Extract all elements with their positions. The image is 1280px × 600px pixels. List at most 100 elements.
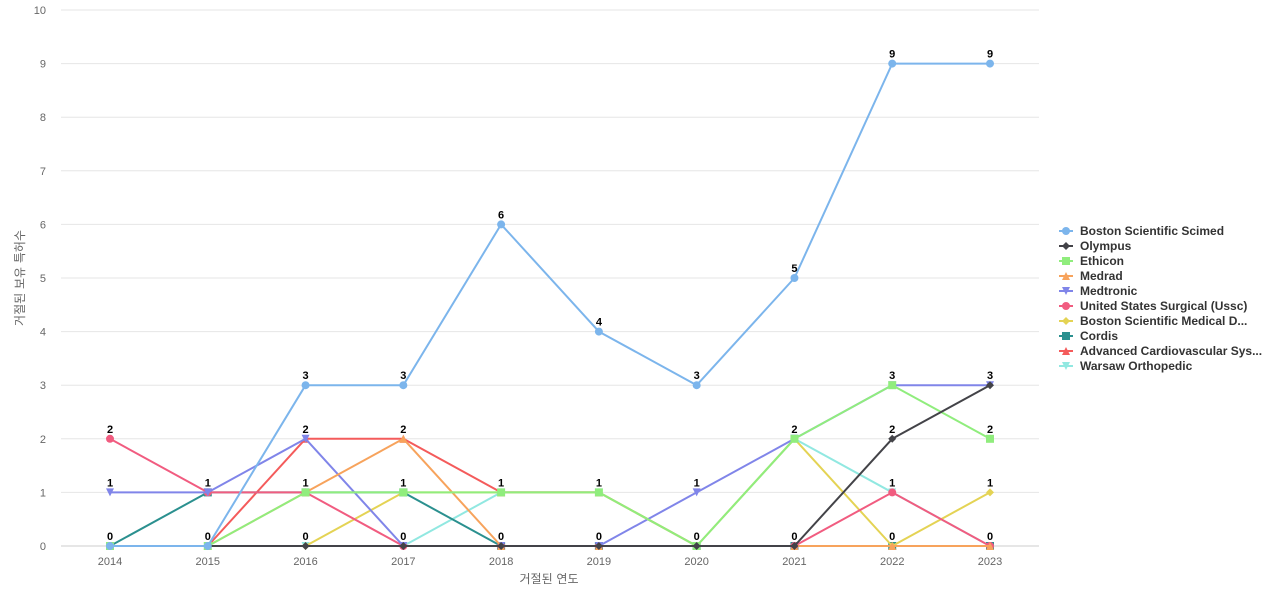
data-point xyxy=(790,274,799,282)
x-tick-label: 2018 xyxy=(489,556,513,568)
legend-marker xyxy=(1062,227,1070,235)
legend-marker xyxy=(1062,287,1070,295)
series-4[interactable] xyxy=(106,381,994,550)
data-point xyxy=(497,220,506,229)
data-point xyxy=(594,488,603,497)
data-label: 1 xyxy=(987,477,993,489)
data-point xyxy=(986,542,994,550)
legend-item[interactable]: Boston Scientific Scimed xyxy=(1059,224,1224,238)
data-point xyxy=(203,542,212,550)
data-point xyxy=(986,59,994,68)
legend[interactable]: Boston Scientific ScimedOlympusEthiconMe… xyxy=(1059,224,1262,373)
data-label: 3 xyxy=(302,370,308,382)
y-tick-label: 8 xyxy=(40,112,46,124)
series-7[interactable] xyxy=(106,488,994,550)
data-point xyxy=(888,59,897,68)
y-tick-label: 9 xyxy=(40,59,46,71)
data-point xyxy=(301,488,310,497)
data-label: 2 xyxy=(987,424,993,436)
data-label: 0 xyxy=(107,531,113,543)
legend-item[interactable]: Olympus xyxy=(1059,239,1132,253)
data-point xyxy=(986,434,994,443)
legend-item[interactable]: Medtronic xyxy=(1059,284,1138,298)
legend-label: Advanced Cardiovascular Sys... xyxy=(1080,344,1262,358)
legend-item[interactable]: Advanced Cardiovascular Sys... xyxy=(1059,344,1262,358)
legend-label: Ethicon xyxy=(1080,254,1124,268)
data-point xyxy=(301,381,310,390)
legend-marker xyxy=(1062,362,1070,370)
data-label: 1 xyxy=(694,477,700,489)
data-point xyxy=(106,542,114,550)
data-label: 9 xyxy=(889,49,895,61)
legend-label: Medrad xyxy=(1080,269,1123,283)
data-point xyxy=(986,381,994,390)
y-tick-label: 10 xyxy=(34,5,46,17)
y-tick-label: 3 xyxy=(40,380,46,392)
data-point xyxy=(594,542,603,550)
data-label: 1 xyxy=(302,477,308,489)
x-tick-label: 2021 xyxy=(782,556,806,568)
data-label: 9 xyxy=(987,49,993,61)
legend-marker xyxy=(1062,257,1070,265)
data-point xyxy=(399,434,408,443)
legend-item[interactable]: Medrad xyxy=(1059,269,1123,283)
data-label: 0 xyxy=(498,531,504,543)
data-point xyxy=(106,434,114,443)
data-label: 0 xyxy=(596,531,602,543)
legend-label: Cordis xyxy=(1080,329,1118,343)
data-point xyxy=(301,434,310,443)
data-point xyxy=(888,542,897,550)
legend-marker xyxy=(1062,272,1070,280)
data-point xyxy=(986,488,994,497)
data-point xyxy=(692,381,701,390)
legend-item[interactable]: Warsaw Orthopedic xyxy=(1059,359,1193,373)
legend-item[interactable]: Boston Scientific Medical D... xyxy=(1059,314,1247,328)
data-point xyxy=(790,434,799,443)
series-1[interactable] xyxy=(106,381,994,550)
series-lines xyxy=(106,59,994,550)
legend-marker xyxy=(1062,317,1070,325)
data-point xyxy=(790,542,799,550)
data-point xyxy=(399,488,408,497)
data-label: 1 xyxy=(205,477,211,489)
legend-label: Medtronic xyxy=(1080,284,1138,298)
data-label: 0 xyxy=(205,531,211,543)
y-tick-label: 6 xyxy=(40,219,46,231)
data-label: 6 xyxy=(498,209,504,221)
series-line xyxy=(109,62,991,547)
data-point xyxy=(888,434,897,443)
data-label: 3 xyxy=(889,370,895,382)
data-label: 1 xyxy=(596,477,602,489)
data-point xyxy=(106,488,114,497)
y-axis-title: 거절된 보유 특허수 xyxy=(13,230,27,326)
data-label: 3 xyxy=(987,370,993,382)
data-point xyxy=(203,488,212,497)
legend-marker xyxy=(1062,242,1070,250)
y-tick-label: 4 xyxy=(40,327,46,339)
x-tick-label: 2022 xyxy=(880,556,904,568)
x-tick-label: 2016 xyxy=(293,556,317,568)
x-tick-label: 2020 xyxy=(684,556,708,568)
legend-label: Boston Scientific Medical D... xyxy=(1080,314,1247,328)
y-tick-label: 5 xyxy=(40,273,46,285)
data-label: 0 xyxy=(889,531,895,543)
series-2[interactable] xyxy=(106,381,994,550)
legend-item[interactable]: Cordis xyxy=(1059,329,1118,343)
data-label: 1 xyxy=(107,477,113,489)
data-point xyxy=(594,327,603,336)
data-label: 4 xyxy=(596,317,603,329)
data-label: 1 xyxy=(400,477,406,489)
data-label: 0 xyxy=(987,531,993,543)
data-label: 3 xyxy=(400,370,406,382)
data-label: 2 xyxy=(400,424,406,436)
legend-item[interactable]: Ethicon xyxy=(1059,254,1124,268)
x-tick-label: 2014 xyxy=(98,556,122,568)
data-point xyxy=(692,488,701,497)
data-label: 2 xyxy=(107,424,113,436)
y-tick-label: 7 xyxy=(40,166,46,178)
series-0[interactable] xyxy=(106,59,994,550)
legend-item[interactable]: United States Surgical (Ussc) xyxy=(1059,299,1247,313)
data-label: 1 xyxy=(498,477,504,489)
data-label: 3 xyxy=(694,370,700,382)
